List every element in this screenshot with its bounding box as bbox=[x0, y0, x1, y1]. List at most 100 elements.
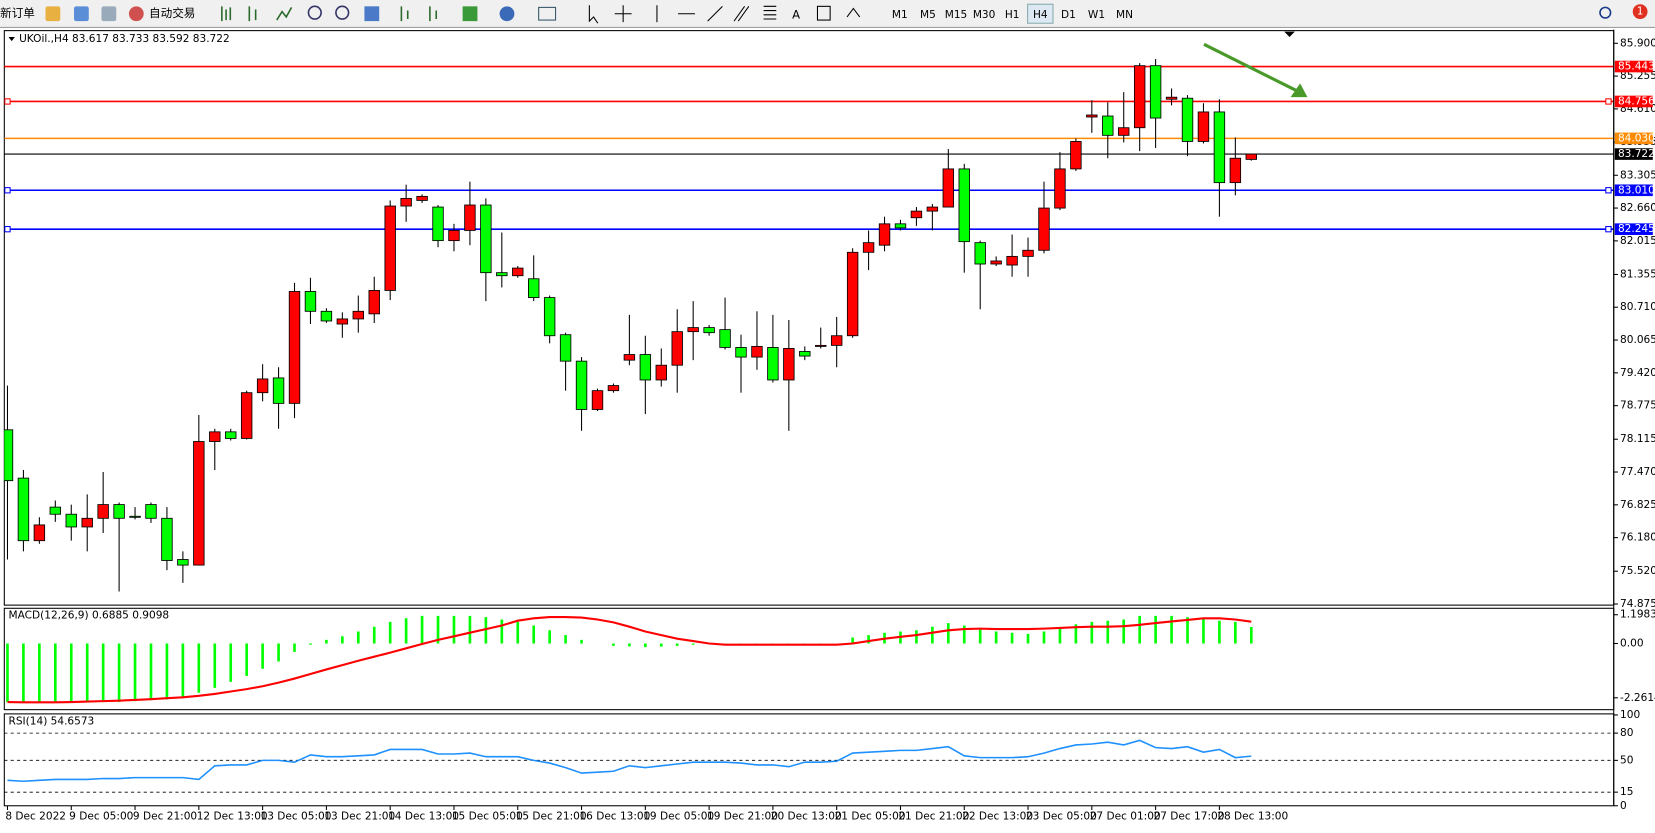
price-level-label: 83.010 bbox=[1618, 184, 1655, 196]
annotation-arrowhead bbox=[1290, 83, 1308, 98]
chart-window bbox=[4, 29, 1655, 829]
candle-body bbox=[240, 392, 253, 439]
timeframe-button[interactable]: W1 bbox=[1088, 9, 1105, 21]
timeframe-button[interactable]: D1 bbox=[1061, 9, 1076, 21]
candle-body bbox=[81, 517, 93, 528]
macd-title: MACD(12,26,9) 0.6885 0.9098 bbox=[9, 610, 170, 622]
candle-body bbox=[1006, 255, 1018, 266]
y-tick-label: 76.180 bbox=[1620, 532, 1655, 544]
level-handle[interactable] bbox=[1605, 226, 1612, 233]
toolbar-icon[interactable] bbox=[74, 6, 89, 22]
x-tick-label: 27 Dec 01:00 bbox=[1090, 810, 1161, 822]
level-handle[interactable] bbox=[1605, 98, 1612, 105]
cursor-icon[interactable] bbox=[588, 5, 599, 24]
tile-icon[interactable] bbox=[364, 6, 380, 22]
level-handle[interactable] bbox=[1605, 187, 1612, 194]
annotation-arrow bbox=[1203, 42, 1298, 93]
candle-body bbox=[272, 377, 285, 404]
scroll-icon[interactable] bbox=[400, 6, 409, 22]
y-tick-label: 100 bbox=[1620, 709, 1640, 721]
price-level-tag bbox=[1614, 184, 1653, 197]
search-icon[interactable] bbox=[1599, 6, 1612, 19]
templates-icon[interactable] bbox=[538, 6, 557, 21]
candle-body bbox=[623, 354, 636, 361]
candle-body bbox=[1054, 168, 1066, 209]
periods-icon[interactable] bbox=[499, 6, 515, 22]
x-tick-label: 15 Dec 05:00 bbox=[452, 810, 523, 822]
toolbar-icon[interactable] bbox=[101, 6, 117, 22]
x-tick-label: 16 Dec 13:00 bbox=[579, 810, 650, 822]
candle-body bbox=[480, 204, 492, 274]
candle-body bbox=[65, 513, 77, 528]
candle-chart-icon[interactable] bbox=[248, 6, 257, 22]
y-tick-label: 82.015 bbox=[1620, 235, 1655, 247]
bar-chart-icon[interactable] bbox=[221, 6, 232, 22]
level-handle[interactable] bbox=[4, 187, 11, 194]
timeframe-button[interactable]: H1 bbox=[1005, 9, 1020, 21]
timeframe-button[interactable]: M1 bbox=[892, 9, 908, 21]
timeframe-active bbox=[1027, 3, 1054, 24]
candle-body bbox=[783, 348, 795, 381]
price-level-tag bbox=[1614, 223, 1653, 235]
candle-body bbox=[862, 242, 875, 253]
candle-body bbox=[1038, 207, 1050, 251]
candle-body bbox=[974, 242, 986, 265]
candle-body bbox=[97, 504, 109, 519]
toolbar-icon[interactable] bbox=[45, 6, 61, 22]
channel-icon[interactable] bbox=[733, 6, 750, 22]
candle-body bbox=[49, 506, 62, 515]
candle-body bbox=[304, 291, 317, 312]
timeframe-button[interactable]: M15 bbox=[945, 9, 968, 21]
zoom-out-icon[interactable] bbox=[335, 5, 350, 20]
timeframe-button[interactable]: H4 bbox=[1033, 9, 1048, 21]
x-tick-label: 13 Dec 05:00 bbox=[261, 810, 332, 822]
timeframe-bar: M1 M5 M15 M30 H1 H4 D1 W1 MN bbox=[892, 3, 1133, 24]
candle-body bbox=[1086, 114, 1098, 118]
candle-body bbox=[384, 205, 396, 291]
candle-body bbox=[735, 346, 747, 358]
line-chart-icon[interactable] bbox=[276, 7, 293, 21]
candle-body bbox=[926, 206, 939, 212]
timeframe-button[interactable]: M5 bbox=[920, 9, 936, 21]
notification-badge[interactable] bbox=[1632, 4, 1648, 20]
candle-body bbox=[591, 390, 604, 410]
arrows-tool-icon[interactable] bbox=[846, 7, 861, 18]
level-handle[interactable] bbox=[4, 226, 11, 233]
candle-body bbox=[671, 331, 683, 366]
price-level-label: 82.245 bbox=[1618, 223, 1655, 235]
auto-trading-icon[interactable] bbox=[128, 6, 144, 22]
candle-body bbox=[958, 168, 970, 243]
fibo-icon[interactable] bbox=[763, 5, 777, 20]
timeframe-button[interactable]: MN bbox=[1116, 9, 1133, 21]
rsi-plot bbox=[4, 732, 1614, 793]
candle-body bbox=[1245, 153, 1257, 160]
crosshair-icon[interactable] bbox=[614, 5, 632, 23]
text-tool[interactable]: A bbox=[792, 7, 800, 21]
label-tool-icon[interactable] bbox=[816, 5, 831, 21]
timeframe-button[interactable]: M30 bbox=[973, 9, 996, 21]
candle-body bbox=[1070, 141, 1082, 170]
indicators-icon[interactable] bbox=[462, 6, 478, 22]
price-level-tag bbox=[1614, 60, 1653, 73]
zoom-in-icon[interactable] bbox=[307, 5, 322, 20]
x-tick-label: 21 Dec 05:00 bbox=[835, 810, 906, 822]
price-level-label: 83.722 bbox=[1618, 148, 1655, 160]
trendline-icon[interactable] bbox=[707, 5, 723, 22]
y-tick-label: 78.775 bbox=[1620, 400, 1655, 412]
y-tick-label: 50 bbox=[1620, 754, 1634, 766]
new-order-button[interactable]: 新订单 bbox=[0, 6, 35, 20]
auto-trading-button[interactable]: 自动交易 bbox=[149, 6, 195, 20]
candle-body bbox=[209, 431, 221, 442]
level-handle[interactable] bbox=[4, 98, 11, 105]
candle-body bbox=[464, 204, 476, 231]
candle-body bbox=[559, 334, 572, 362]
candle-body bbox=[815, 344, 827, 347]
shift-icon[interactable] bbox=[429, 6, 438, 22]
x-tick-label: 12 Dec 13:00 bbox=[197, 810, 268, 822]
candle-body bbox=[1181, 97, 1194, 142]
x-tick-label: 27 Dec 17:00 bbox=[1154, 810, 1225, 822]
candle-body bbox=[1213, 111, 1226, 184]
x-tick-label: 19 Dec 21:00 bbox=[707, 810, 778, 822]
